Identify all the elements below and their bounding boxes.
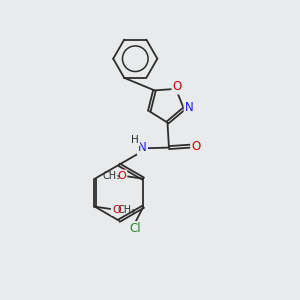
Text: O: O	[112, 205, 121, 214]
Text: O: O	[191, 140, 201, 153]
Text: O: O	[117, 171, 126, 181]
Text: N: N	[138, 141, 147, 154]
Text: H: H	[131, 135, 139, 145]
Text: N: N	[185, 101, 194, 114]
Text: Cl: Cl	[129, 222, 141, 235]
Text: CH₃: CH₃	[117, 205, 135, 214]
Text: CH₃: CH₃	[103, 171, 121, 181]
Text: O: O	[173, 80, 182, 93]
